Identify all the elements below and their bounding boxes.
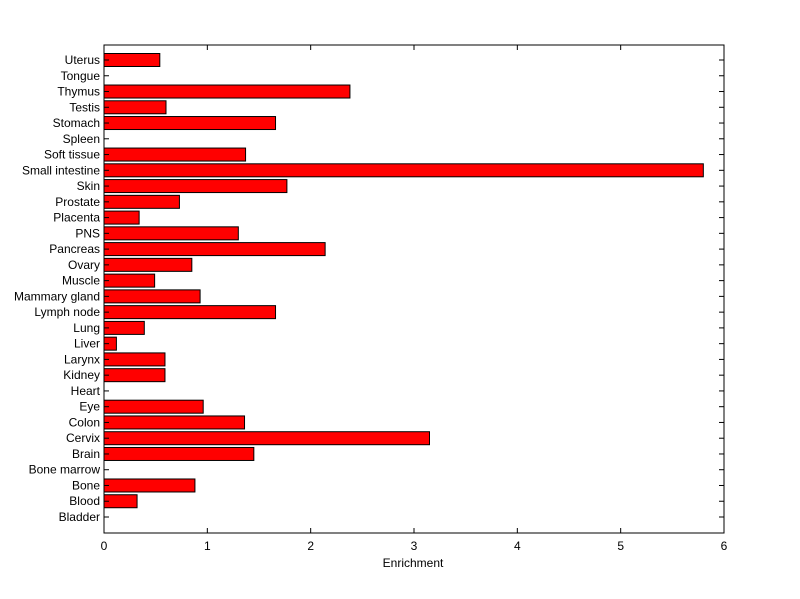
bar-kidney — [103, 368, 166, 383]
category-label-spleen: Spleen — [63, 132, 100, 146]
category-label-bone: Bone — [72, 478, 100, 492]
category-label-pns: PNS — [75, 226, 100, 240]
category-label-heart: Heart — [71, 384, 101, 398]
category-label-kidney: Kidney — [63, 368, 100, 382]
bar-soft-tissue — [103, 147, 247, 162]
category-label-mammary-gland: Mammary gland — [14, 289, 100, 303]
bar-larynx — [103, 352, 166, 367]
bars-group — [103, 53, 704, 509]
category-label-larynx: Larynx — [64, 352, 100, 366]
category-label-muscle: Muscle — [62, 274, 100, 288]
category-label-brain: Brain — [72, 447, 100, 461]
bar-testis — [103, 100, 167, 115]
x-tick-label-6: 6 — [721, 539, 728, 553]
category-label-liver: Liver — [74, 337, 100, 351]
bar-pns — [103, 226, 239, 241]
category-label-tongue: Tongue — [61, 69, 101, 83]
bar-prostate — [103, 194, 180, 209]
bar-muscle — [103, 273, 156, 288]
category-label-placenta: Placenta — [53, 211, 100, 225]
x-tick-label-0: 0 — [101, 539, 108, 553]
category-label-colon: Colon — [69, 415, 100, 429]
bar-ovary — [103, 257, 193, 272]
bar-pancreas — [103, 242, 326, 257]
category-label-cervix: Cervix — [66, 431, 100, 445]
category-label-blood: Blood — [69, 494, 100, 508]
category-label-small-intestine: Small intestine — [22, 163, 100, 177]
category-label-soft-tissue: Soft tissue — [44, 148, 100, 162]
category-label-thymus: Thymus — [57, 85, 100, 99]
category-label-bone-marrow: Bone marrow — [29, 463, 101, 477]
bar-bone — [103, 478, 196, 493]
bar-colon — [103, 415, 246, 430]
bar-mammary-gland — [103, 289, 201, 304]
bar-skin — [103, 179, 288, 194]
bar-small-intestine — [103, 163, 704, 178]
ticks-group — [103, 45, 725, 533]
bar-brain — [103, 446, 255, 461]
x-tick-labels: 0 1 2 3 4 5 6 — [101, 539, 728, 553]
category-label-testis: Testis — [69, 100, 100, 114]
bar-thymus — [103, 84, 351, 99]
x-tick-label-2: 2 — [307, 539, 314, 553]
category-label-pancreas: Pancreas — [49, 242, 100, 256]
x-tick-label-5: 5 — [617, 539, 624, 553]
category-label-skin: Skin — [77, 179, 100, 193]
bar-placenta — [103, 210, 140, 225]
bar-uterus — [103, 53, 161, 67]
category-label-ovary: Ovary — [68, 258, 100, 272]
category-label-eye: Eye — [79, 400, 100, 414]
bar-eye — [103, 399, 204, 414]
bar-lung — [103, 320, 145, 335]
category-label-stomach: Stomach — [53, 116, 100, 130]
x-tick-label-4: 4 — [514, 539, 521, 553]
bar-cervix — [103, 431, 430, 446]
category-label-uterus: Uterus — [65, 53, 100, 67]
category-label-prostate: Prostate — [55, 195, 100, 209]
category-label-lung: Lung — [73, 321, 100, 335]
x-axis-label: Enrichment — [383, 556, 444, 570]
category-label-bladder: Bladder — [59, 510, 100, 524]
bar-lymph-node — [103, 305, 277, 320]
category-label-lymph-node: Lymph node — [34, 305, 100, 319]
x-tick-label-1: 1 — [204, 539, 211, 553]
x-tick-label-3: 3 — [411, 539, 418, 553]
bar-stomach — [103, 116, 277, 131]
